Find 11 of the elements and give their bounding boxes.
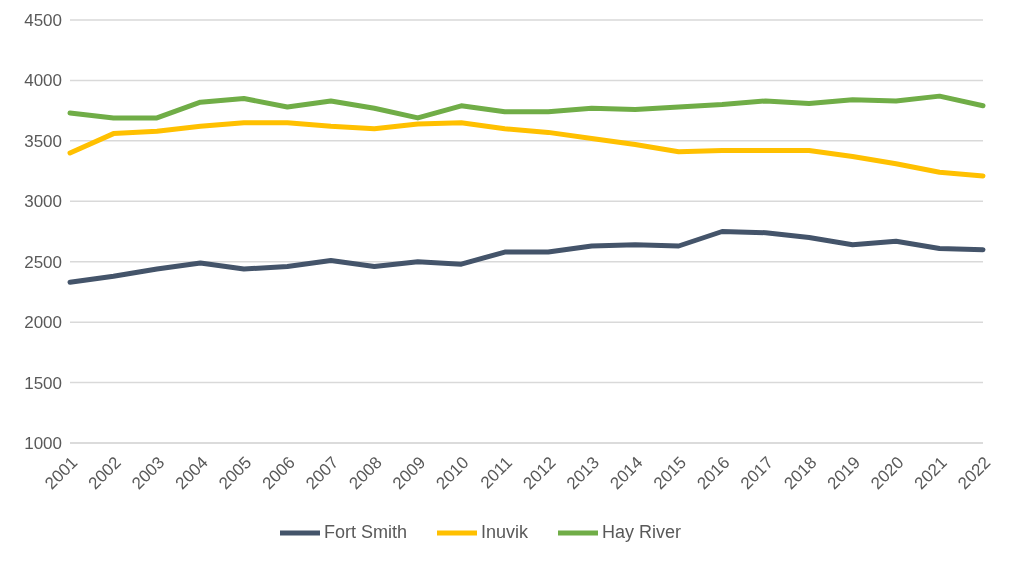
- y-tick-label: 3500: [24, 131, 62, 151]
- y-tick-label: 2000: [24, 313, 62, 333]
- y-tick-label: 1000: [24, 434, 62, 454]
- y-tick-label: 4000: [24, 71, 62, 91]
- legend-label: Hay River: [602, 521, 682, 542]
- y-tick-label: 4500: [24, 11, 62, 31]
- y-tick-label: 3000: [24, 192, 62, 212]
- y-tick-label: 1500: [24, 373, 62, 393]
- legend-label: Inuvik: [480, 521, 529, 542]
- legend-label: Fort Smith: [323, 521, 407, 542]
- y-tick-label: 2500: [24, 252, 62, 272]
